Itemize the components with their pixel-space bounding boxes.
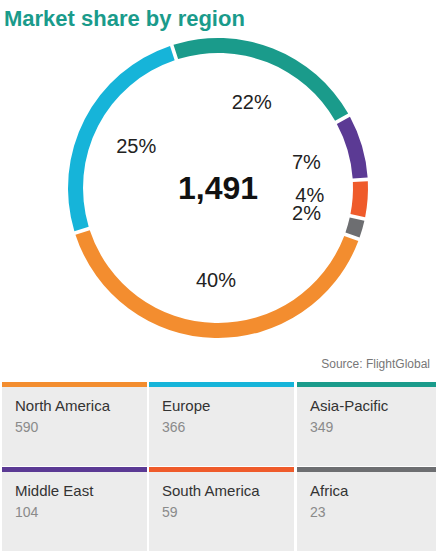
total-label: 1,491 bbox=[178, 170, 258, 206]
legend-box bbox=[2, 382, 147, 466]
data-label: 40% bbox=[196, 269, 236, 291]
chart-container: Market share by region40%25%22%7%4%2%1,4… bbox=[0, 0, 436, 552]
legend-count: 349 bbox=[310, 419, 334, 435]
legend-count: 590 bbox=[15, 419, 39, 435]
slice bbox=[345, 218, 364, 238]
data-label: 7% bbox=[292, 151, 321, 173]
slice bbox=[68, 46, 175, 231]
legend-box bbox=[2, 467, 147, 551]
legend-box bbox=[297, 467, 436, 551]
legend-swatch bbox=[297, 467, 436, 472]
legend-item: Africa 23 bbox=[297, 467, 436, 551]
legend-box bbox=[149, 382, 294, 466]
data-label: 25% bbox=[116, 135, 156, 157]
legend-label: Middle East bbox=[15, 482, 94, 499]
legend-count: 366 bbox=[162, 419, 186, 435]
legend-item: Middle East 104 bbox=[2, 467, 147, 551]
legend-count: 59 bbox=[162, 504, 178, 520]
legend-swatch bbox=[149, 467, 294, 472]
legend-swatch bbox=[149, 382, 294, 387]
legend-label: Asia-Pacific bbox=[310, 397, 389, 414]
legend-item: Europe 366 bbox=[149, 382, 294, 466]
legend-box bbox=[297, 382, 436, 466]
slice bbox=[173, 38, 348, 121]
data-label: 22% bbox=[232, 91, 272, 113]
legend-swatch bbox=[2, 382, 147, 387]
legend-label: Europe bbox=[162, 397, 210, 414]
legend-label: North America bbox=[15, 397, 111, 414]
donut: 40%25%22%7%4%2%1,491 bbox=[68, 38, 368, 338]
legend-item: Asia-Pacific 349 bbox=[297, 382, 436, 466]
legend-swatch bbox=[297, 382, 436, 387]
legend-count: 104 bbox=[15, 504, 39, 520]
title: Market share by region bbox=[4, 6, 245, 31]
data-label: 2% bbox=[292, 202, 321, 224]
legend-box bbox=[149, 467, 294, 551]
legend-label: Africa bbox=[310, 482, 349, 499]
source: Source: FlightGlobal bbox=[321, 357, 430, 371]
slice bbox=[350, 181, 368, 217]
legend-swatch bbox=[2, 467, 147, 472]
legend-item: North America 590 bbox=[2, 382, 147, 466]
legend-count: 23 bbox=[310, 504, 326, 520]
slice bbox=[75, 230, 358, 338]
chart-svg: Market share by region40%25%22%7%4%2%1,4… bbox=[0, 0, 436, 552]
slice bbox=[337, 117, 368, 179]
legend: North America 590 Europe 366 Asia-Pacific 349… bbox=[2, 382, 436, 551]
legend-label: South America bbox=[162, 482, 260, 499]
legend-item: South America 59 bbox=[149, 467, 294, 551]
